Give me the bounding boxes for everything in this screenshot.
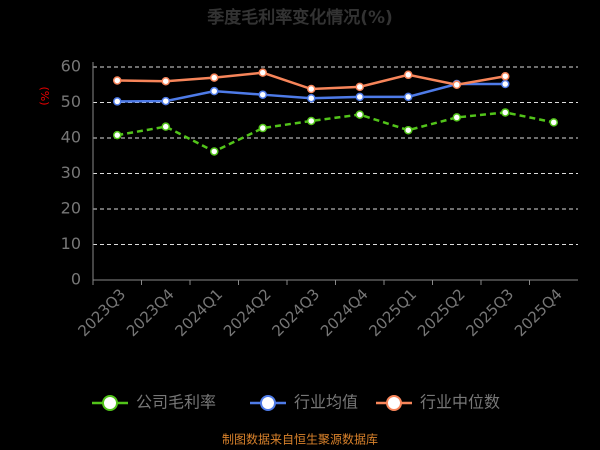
point [161, 122, 170, 131]
point [404, 70, 413, 80]
point [113, 130, 122, 140]
x-tick-label: 2024Q3 [268, 285, 323, 340]
x-tick-label: 2025Q4 [511, 285, 566, 340]
y-axis-label: (%) [38, 86, 51, 105]
point [501, 108, 510, 117]
point [355, 110, 364, 119]
legend-marker [260, 395, 276, 411]
point [307, 84, 316, 94]
x-tick-label: 2023Q4 [123, 285, 178, 340]
point [161, 76, 170, 86]
point [355, 92, 364, 102]
point [258, 123, 267, 133]
source-note: 制图数据来自恒生聚源数据库 [222, 432, 378, 447]
point [113, 76, 122, 85]
x-tick-label: 2025Q2 [414, 285, 469, 340]
point [355, 82, 364, 92]
x-tick-label: 2024Q1 [171, 285, 226, 340]
point [258, 90, 267, 99]
point [161, 96, 170, 106]
chart-title: 季度毛利率变化情况(%) [207, 7, 393, 28]
y-tick-label: 50 [61, 92, 81, 111]
y-tick-label: 60 [61, 57, 81, 76]
point [307, 116, 316, 126]
point [549, 118, 558, 127]
legend-label: 公司毛利率 [136, 393, 216, 412]
legend-label: 行业中位数 [420, 393, 500, 412]
point [258, 68, 267, 77]
point [113, 97, 122, 106]
y-tick-label: 30 [61, 163, 81, 182]
point [452, 80, 461, 89]
x-tick-label: 2024Q2 [220, 285, 275, 340]
legend-marker [386, 395, 402, 411]
point [452, 113, 461, 122]
legend-marker [102, 395, 118, 411]
point [404, 92, 413, 102]
y-tick-label: 10 [61, 234, 81, 253]
point [307, 93, 316, 103]
x-tick-label: 2023Q3 [74, 285, 129, 340]
point [210, 73, 219, 82]
point [501, 71, 510, 81]
point [404, 125, 413, 135]
point [501, 79, 510, 89]
series-line [117, 111, 555, 153]
y-tick-label: 40 [61, 128, 81, 147]
y-tick-label: 0 [71, 270, 81, 289]
point [210, 86, 219, 96]
y-tick-label: 20 [61, 199, 81, 218]
x-tick-label: 2025Q3 [462, 285, 517, 340]
legend-label: 行业均值 [294, 393, 358, 412]
x-tick-label: 2024Q4 [317, 285, 372, 340]
x-tick-label: 2025Q1 [365, 285, 420, 340]
point [210, 147, 219, 156]
